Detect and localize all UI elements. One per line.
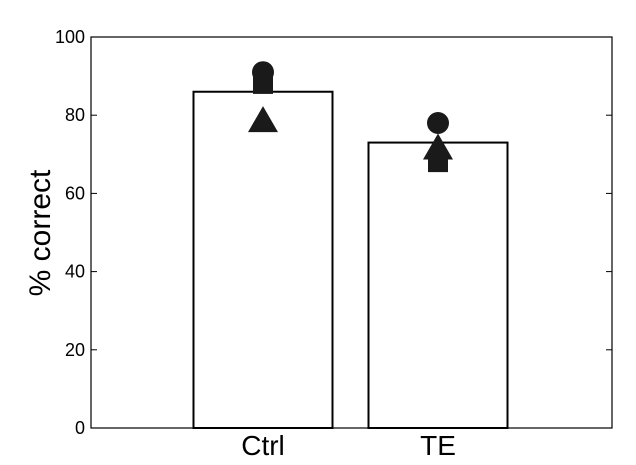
y-tick-label: 20 xyxy=(65,340,85,360)
ticks-layer: 0 20 40 60 80 100 xyxy=(55,27,612,438)
y-tick-label: 40 xyxy=(65,262,85,282)
marker-square-ctrl xyxy=(253,73,273,94)
y-axis-label: % correct xyxy=(24,169,57,296)
y-tick-label: 80 xyxy=(65,105,85,125)
y-tick-label: 100 xyxy=(55,27,85,47)
y-tick-label: 0 xyxy=(75,418,85,438)
marker-square-te xyxy=(428,152,448,173)
markers-layer xyxy=(248,61,453,173)
plot-frame xyxy=(90,36,613,429)
bar-ctrl xyxy=(192,90,334,430)
x-tick-label-ctrl: Ctrl xyxy=(241,430,285,461)
x-tick-label-te: TE xyxy=(420,430,456,461)
labels-layer: Ctrl TE xyxy=(241,430,456,461)
bars-layer xyxy=(192,90,509,430)
y-tick-label: 60 xyxy=(65,183,85,203)
marker-triangle-ctrl xyxy=(248,106,278,133)
marker-circle-te xyxy=(427,112,449,135)
bar-te xyxy=(367,141,509,429)
